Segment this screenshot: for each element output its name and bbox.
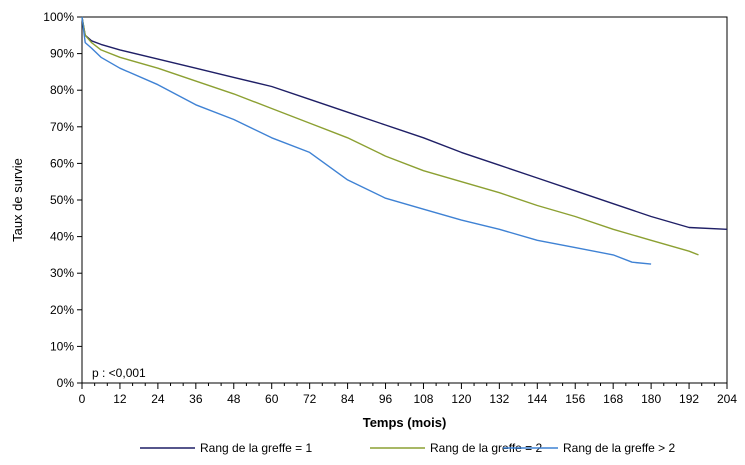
x-tick-label: 24 — [151, 392, 165, 406]
x-axis-title: Temps (mois) — [363, 415, 447, 430]
x-tick-label: 48 — [227, 392, 241, 406]
x-tick-label: 108 — [413, 392, 433, 406]
x-tick-label: 0 — [79, 392, 86, 406]
y-tick-label: 60% — [50, 156, 74, 170]
x-tick-label: 120 — [451, 392, 471, 406]
y-axis: 0% 10% 20% 30% 40% 50% 60% 70% 80% 90% 100% — [43, 10, 82, 390]
x-tick-label: 156 — [565, 392, 585, 406]
legend-label-3: Rang de la greffe > 2 — [563, 441, 676, 455]
x-axis: 0 12 24 36 48 60 72 84 96 108 120 132 144 156 168 180 19… — [79, 383, 737, 406]
plot-frame — [81, 16, 728, 384]
x-tick-label: 192 — [679, 392, 699, 406]
y-tick-label: 100% — [43, 10, 74, 24]
x-tick-label: 72 — [303, 392, 317, 406]
legend: Rang de la greffe = 1 Rang de la greffe =… — [140, 441, 676, 455]
y-tick-label: 90% — [50, 47, 74, 61]
y-tick-label: 10% — [50, 339, 74, 353]
series-line-1 — [81, 16, 728, 230]
x-tick-label: 36 — [189, 392, 203, 406]
x-tick-label: 12 — [113, 392, 127, 406]
y-tick-label: 50% — [50, 193, 74, 207]
y-tick-label: 20% — [50, 303, 74, 317]
series-line-3 — [81, 16, 652, 265]
x-tick-label: 168 — [603, 392, 623, 406]
y-axis-title: Taux de survie — [10, 158, 25, 242]
y-tick-label: 70% — [50, 120, 74, 134]
y-tick-label: 80% — [50, 83, 74, 97]
x-tick-label: 60 — [265, 392, 279, 406]
p-value-annotation: p : <0,001 — [92, 366, 146, 380]
x-tick-label: 132 — [489, 392, 509, 406]
y-tick-label: 30% — [50, 266, 74, 280]
x-tick-label: 96 — [379, 392, 393, 406]
series-layer — [81, 16, 728, 265]
series-line-2 — [81, 16, 699, 256]
x-tick-label: 144 — [527, 392, 547, 406]
legend-label-2: Rang de la greffe = 2 — [430, 441, 543, 455]
x-tick-label: 84 — [341, 392, 355, 406]
x-tick-label: 180 — [641, 392, 661, 406]
legend-label-1: Rang de la greffe = 1 — [200, 441, 313, 455]
y-tick-label: 40% — [50, 230, 74, 244]
x-tick-label: 204 — [717, 392, 737, 406]
y-tick-label: 0% — [57, 376, 75, 390]
